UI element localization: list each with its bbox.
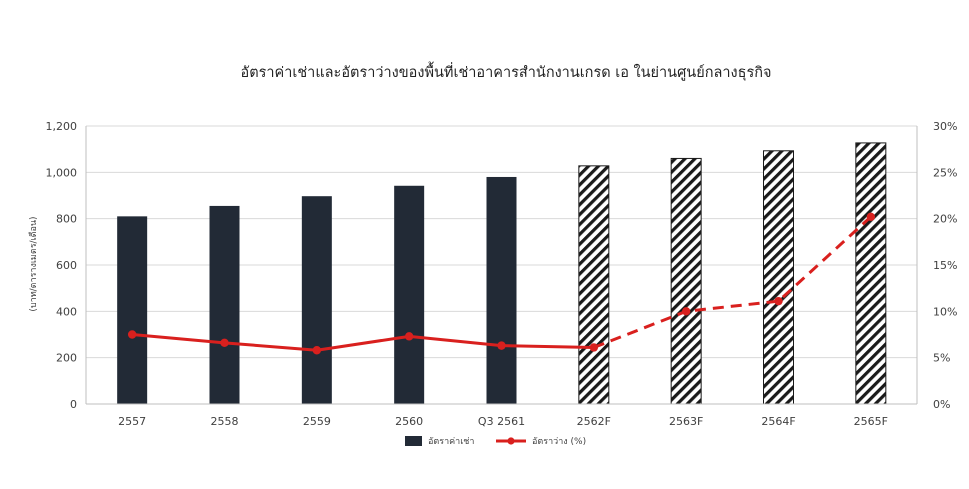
bar [209,205,240,404]
line-point [774,296,783,306]
x-tick-label: 2564F [761,415,795,428]
bar [486,176,517,404]
y-right-tick-label: 10% [933,305,957,318]
line-point [497,341,506,350]
bar-forecast [578,165,610,405]
bar [301,196,332,404]
x-tick-label: 2565F [854,415,888,428]
y-axis-label: (บาท/ตารางเมตร/เดือน) [28,216,39,311]
legend-line-label: อัตราว่าง (%) [532,437,586,447]
y-left-tick-label: 0 [70,398,77,411]
x-tick-label: 2560 [395,415,423,428]
bar [117,216,148,404]
chart-title: อัตราค่าเช่าและอัตราว่างของพื้นที่เช่าอา… [240,61,771,81]
y-right-tick-label: 15% [933,259,957,272]
y-left-tick-label: 600 [56,259,77,272]
line-actual [132,333,594,352]
line-forecast [593,215,872,349]
y-left-tick-label: 800 [56,213,77,226]
legend-bar-label: อัตราค่าเช่า [428,437,474,447]
line-point [681,307,691,316]
line-point [404,332,414,341]
y-left-tick-label: 1,000 [46,166,78,179]
x-tick-label: 2563F [669,415,703,428]
y-right-tick-label: 25% [933,166,957,179]
bar-forecast [670,157,702,405]
line-point [312,346,322,355]
y-right-tick-label: 0% [933,398,950,411]
y-left-tick-label: 200 [56,352,77,365]
y-left-tick-label: 400 [56,305,77,318]
axes: 0 0% 200 5% 400 10% 600 15% 800 20% 1,000 25% 1,200 3… [46,120,958,428]
x-tick-label: 2562F [577,415,611,428]
legend-line-marker [507,437,515,445]
x-tick-label: Q3 2561 [478,415,525,428]
line-point [220,338,229,348]
line-point [127,330,137,339]
legend-bar-swatch [405,436,422,446]
line-point [866,212,876,222]
bar-series [117,142,887,405]
bar-forecast [855,142,887,405]
legend: อัตราค่าเช่า อัตราว่าง (%) [405,436,586,447]
x-tick-label: 2558 [211,415,239,428]
y-right-tick-label: 30% [933,120,957,133]
x-tick-label: 2559 [303,415,331,428]
x-tick-label: 2557 [118,415,146,428]
bar [394,185,425,404]
line-point [589,343,599,352]
y-right-tick-label: 5% [933,352,950,365]
y-right-tick-label: 20% [933,213,957,226]
line-series [127,212,876,355]
bar-forecast [763,150,794,405]
y-left-tick-label: 1,200 [46,120,78,133]
